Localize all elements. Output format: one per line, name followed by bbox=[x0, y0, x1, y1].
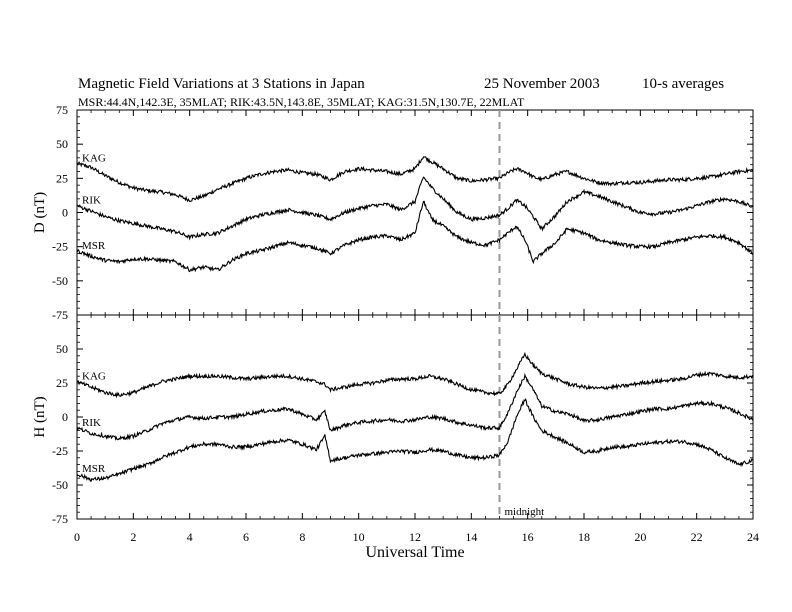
x-tick-label: 22 bbox=[691, 530, 703, 544]
x-tick-label: 14 bbox=[465, 530, 477, 544]
y-axis-label: D (nT) bbox=[32, 192, 48, 233]
x-tick-label: 20 bbox=[634, 530, 646, 544]
x-tick-label: 18 bbox=[578, 530, 590, 544]
y-tick-label: -50 bbox=[52, 478, 68, 492]
x-tick-label: 6 bbox=[243, 530, 249, 544]
x-tick-label: 12 bbox=[409, 530, 421, 544]
x-tick-label: 4 bbox=[187, 530, 193, 544]
x-tick-label: 24 bbox=[747, 530, 759, 544]
y-tick-label: 25 bbox=[56, 376, 68, 390]
y-tick-label: -75 bbox=[52, 512, 68, 526]
chart-averaging: 10-s averages bbox=[642, 76, 724, 92]
x-tick-label: 2 bbox=[130, 530, 136, 544]
series-label-kag: KAG bbox=[82, 152, 106, 164]
series-label-rik: RIK bbox=[82, 417, 101, 429]
series-line-rik bbox=[76, 176, 754, 241]
x-axis-label: Universal Time bbox=[365, 544, 464, 561]
y-tick-label: 25 bbox=[56, 171, 68, 185]
series-line-msr bbox=[76, 397, 754, 482]
y-tick-label: -50 bbox=[52, 274, 68, 288]
stations-subtitle: MSR:44.4N,142.3E, 35MLAT; RIK:43.5N,143.… bbox=[78, 95, 525, 109]
y-tick-label: 50 bbox=[56, 342, 68, 356]
x-tick-label: 10 bbox=[353, 530, 365, 544]
series-label-msr: MSR bbox=[82, 240, 106, 252]
y-tick-label: -25 bbox=[52, 240, 68, 254]
y-tick-label: 50 bbox=[56, 137, 68, 151]
series-line-rik bbox=[76, 372, 754, 441]
y-tick-label: -75 bbox=[52, 308, 68, 322]
series-label-msr: MSR bbox=[82, 463, 106, 475]
panel-d: 75 50 25 0 -25 -50 -75 D (nT) KAG RIK MSR bbox=[32, 103, 754, 322]
series-label-rik: RIK bbox=[82, 195, 101, 207]
y-tick-label: -25 bbox=[52, 444, 68, 458]
series-line-kag bbox=[76, 351, 754, 399]
chart-title: Magnetic Field Variations at 3 Stations … bbox=[78, 76, 365, 92]
series-line-kag bbox=[76, 156, 754, 203]
y-tick-label: 0 bbox=[62, 410, 68, 424]
series-label-kag: KAG bbox=[82, 371, 106, 383]
midnight-label: midnight bbox=[505, 506, 545, 518]
y-tick-label: 75 bbox=[56, 103, 68, 117]
y-tick-label: 0 bbox=[62, 206, 68, 220]
chart-date: 25 November 2003 bbox=[484, 76, 600, 92]
series-line-msr bbox=[76, 200, 754, 273]
y-axis-label: H (nT) bbox=[32, 396, 48, 437]
x-tick-label: 8 bbox=[299, 530, 305, 544]
x-tick-label: 16 bbox=[522, 530, 534, 544]
x-tick-label: 0 bbox=[74, 530, 80, 544]
